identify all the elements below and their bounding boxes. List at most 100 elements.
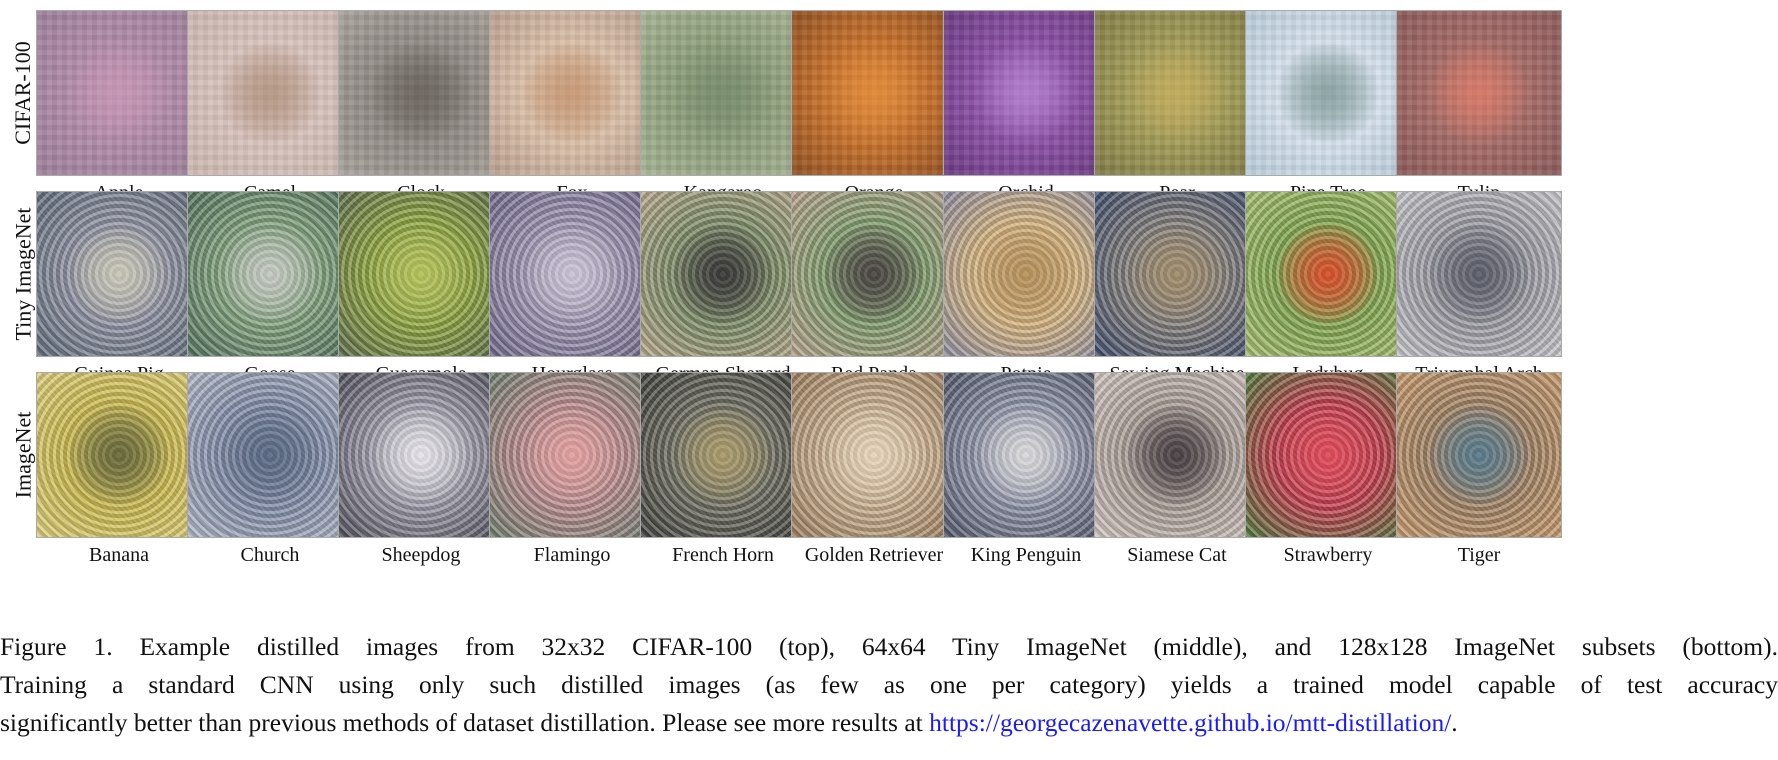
image-cell: King Penguin <box>943 372 1109 567</box>
distilled-image <box>640 191 806 357</box>
image-cell: Orange <box>791 10 957 205</box>
image-cell: German Shepard <box>640 191 806 386</box>
distilled-image <box>489 372 655 538</box>
distilled-image <box>187 191 353 357</box>
image-subject <box>671 403 775 507</box>
image-cell: Flamingo <box>489 372 655 567</box>
class-label: Sheepdog <box>381 544 461 566</box>
class-label: Tiger <box>1457 544 1501 566</box>
distilled-image <box>1396 191 1562 357</box>
image-cell: French Horn <box>640 372 806 567</box>
image-cell: Tulip <box>1396 10 1562 205</box>
image-cell: Apple <box>36 10 202 205</box>
image-cell: Golden Retriever <box>791 372 957 567</box>
image-cell: Siamese Cat <box>1094 372 1260 567</box>
distilled-image <box>187 372 353 538</box>
class-label: Strawberry <box>1283 544 1373 566</box>
image-cell: Sheepdog <box>338 372 504 567</box>
image-subject <box>1276 222 1380 326</box>
image-cell: Goose <box>187 191 353 386</box>
image-subject <box>822 403 926 507</box>
image-subject <box>671 222 775 326</box>
image-cell: Church <box>187 372 353 567</box>
class-label: Church <box>240 544 300 566</box>
distilled-image <box>943 10 1109 176</box>
distilled-image <box>943 191 1109 357</box>
caption-line-2: Training a standard CNN using only such … <box>0 670 1778 699</box>
image-cell: Ladybug <box>1245 191 1411 386</box>
image-cell: Orchid <box>943 10 1109 205</box>
distilled-image <box>187 10 353 176</box>
image-cell: Potpie <box>943 191 1109 386</box>
row-label-text: CIFAR-100 <box>10 41 35 145</box>
distilled-image <box>1396 10 1562 176</box>
distilled-image <box>36 191 202 357</box>
image-cell: Strawberry <box>1245 372 1411 567</box>
image-subject <box>1276 403 1380 507</box>
image-cell: Banana <box>36 372 202 567</box>
row-label-text: ImageNet <box>10 411 36 499</box>
image-cell: Sewing Machine <box>1094 191 1260 386</box>
distilled-image <box>1094 372 1260 538</box>
distilled-image <box>640 10 806 176</box>
image-subject <box>218 41 322 145</box>
image-subject <box>822 41 926 145</box>
image-subject <box>369 403 473 507</box>
image-cell: Clock <box>338 10 504 205</box>
distilled-image <box>489 191 655 357</box>
image-subject <box>822 222 926 326</box>
image-subject <box>67 222 171 326</box>
distilled-image <box>1094 191 1260 357</box>
caption-line-3: significantly better than previous metho… <box>0 704 1778 742</box>
image-subject <box>1125 41 1229 145</box>
distilled-image <box>1245 10 1411 176</box>
distilled-image <box>338 372 504 538</box>
distilled-image <box>489 10 655 176</box>
distilled-image <box>1245 372 1411 538</box>
image-row: ImageNet Banana Church Sheepdog Flamingo Fren… <box>0 372 1778 577</box>
distilled-image <box>943 372 1109 538</box>
image-subject <box>1427 222 1531 326</box>
distilled-image <box>338 191 504 357</box>
distilled-image <box>791 191 957 357</box>
class-label: Golden Retriever <box>804 544 944 566</box>
row-label: Tiny ImageNet <box>6 191 40 357</box>
image-subject <box>1276 41 1380 145</box>
image-subject <box>671 41 775 145</box>
image-subject <box>520 403 624 507</box>
class-label: Flamingo <box>533 544 611 566</box>
image-subject <box>67 41 171 145</box>
image-subject <box>1125 222 1229 326</box>
image-row: Tiny ImageNetGuinea PigGooseGuacamoleHou… <box>0 191 1778 396</box>
distilled-image <box>791 372 957 538</box>
image-cell: Hourglass <box>489 191 655 386</box>
image-subject <box>1125 403 1229 507</box>
distilled-image <box>791 10 957 176</box>
row-label: CIFAR-100 <box>6 10 40 176</box>
caption-line-3-end: . <box>1451 708 1458 737</box>
image-cell: Red Panda <box>791 191 957 386</box>
image-cell: Kangaroo <box>640 10 806 205</box>
image-cell: Camel <box>187 10 353 205</box>
image-row: CIFAR-100AppleCamelClockFoxKangarooOrang… <box>0 10 1778 215</box>
row-label-text: Tiny ImageNet <box>10 207 36 341</box>
distilled-image <box>36 10 202 176</box>
project-link[interactable]: https://georgecazenavette.github.io/mtt-… <box>929 708 1452 737</box>
image-subject <box>369 41 473 145</box>
image-cell: Guacamole <box>338 191 504 386</box>
image-subject <box>974 41 1078 145</box>
image-cell: Fox <box>489 10 655 205</box>
image-subject <box>67 403 171 507</box>
class-label: Siamese Cat <box>1127 544 1227 566</box>
image-cell: Tiger <box>1396 372 1562 567</box>
image-subject <box>218 403 322 507</box>
image-cell: Guinea Pig <box>36 191 202 386</box>
distilled-image <box>1094 10 1260 176</box>
distilled-image <box>1396 372 1562 538</box>
image-cell: Pine Tree <box>1245 10 1411 205</box>
image-subject <box>218 222 322 326</box>
row-label: ImageNet <box>6 372 40 538</box>
class-label: French Horn <box>672 544 774 566</box>
distilled-image <box>1245 191 1411 357</box>
image-subject <box>1427 403 1531 507</box>
